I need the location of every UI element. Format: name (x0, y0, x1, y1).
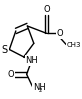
Text: 2: 2 (39, 88, 42, 93)
Text: O: O (57, 29, 63, 38)
Text: O: O (8, 70, 14, 79)
Text: NH: NH (33, 83, 46, 92)
Text: CH3: CH3 (67, 42, 81, 48)
Text: NH: NH (25, 56, 38, 65)
Text: O: O (43, 5, 50, 14)
Text: S: S (2, 44, 8, 55)
